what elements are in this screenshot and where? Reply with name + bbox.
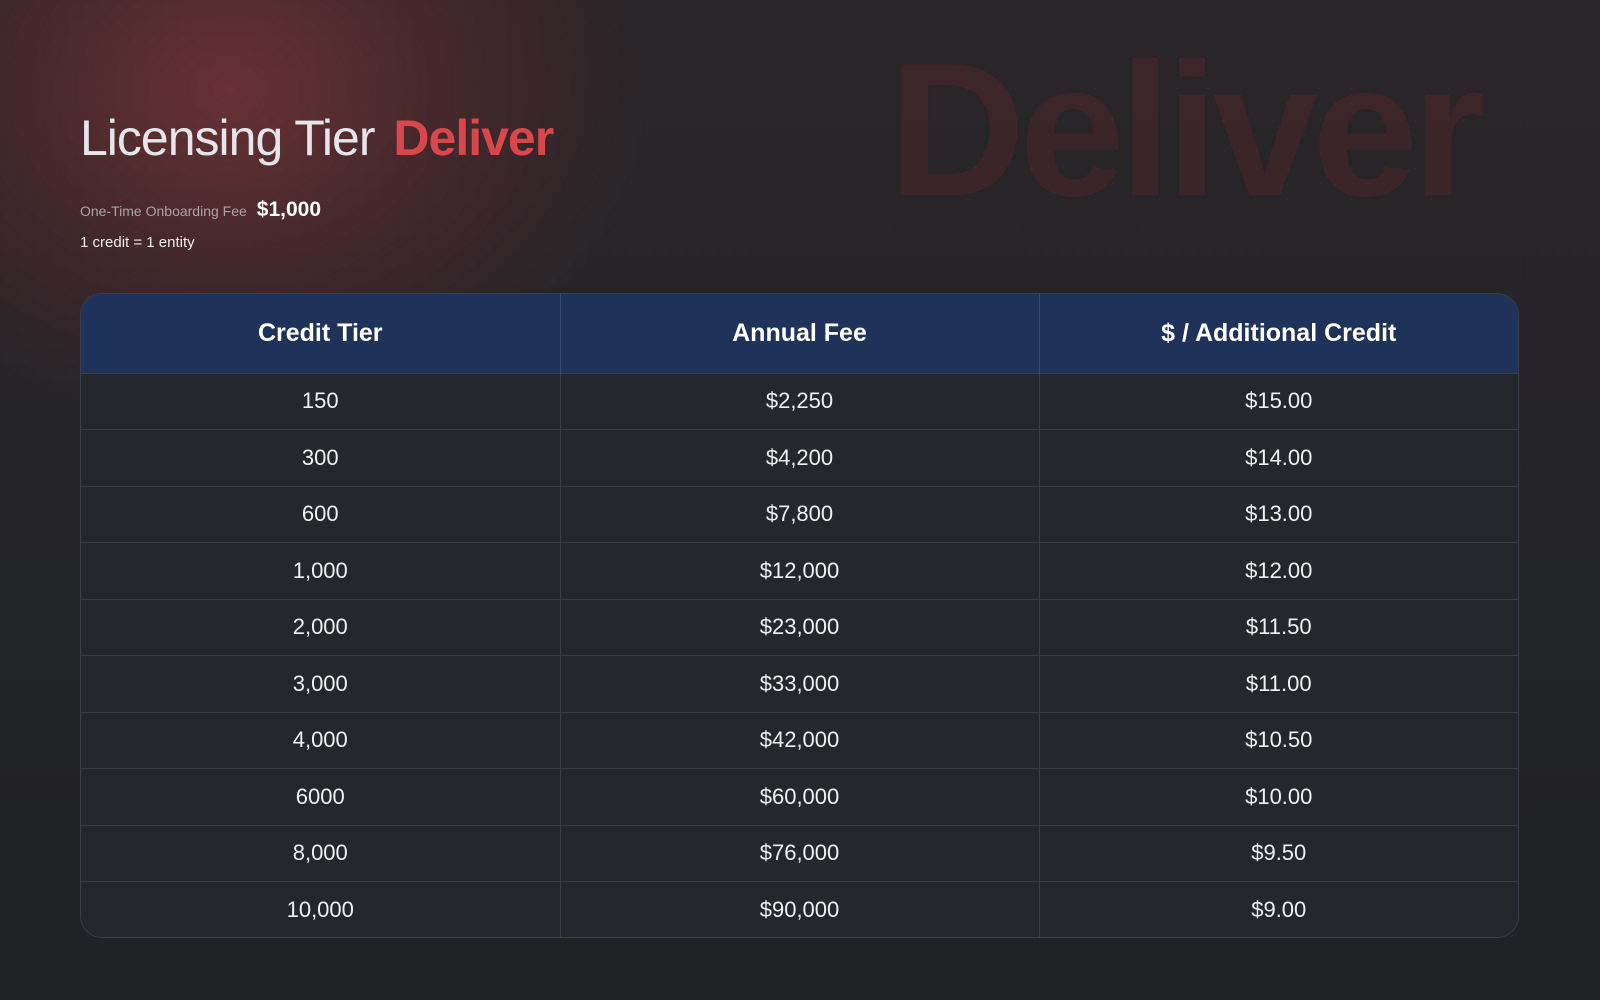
cell-additional-credit: $10.50 (1039, 711, 1518, 769)
column-header-annual-fee: Annual Fee (560, 294, 1040, 373)
cell-annual-fee: $76,000 (560, 824, 1040, 882)
table-row: 3,000 $33,000 $11.00 (81, 655, 1518, 712)
cell-annual-fee: $12,000 (560, 542, 1040, 599)
table-row: 600 $7,800 $13.00 (81, 485, 1518, 543)
cell-additional-credit: $9.50 (1039, 824, 1518, 882)
credit-note: 1 credit = 1 entity (80, 234, 195, 251)
cell-credit-tier: 10,000 (81, 881, 561, 937)
page-title: Licensing Tier Deliver (80, 108, 840, 168)
cell-credit-tier: 1,000 (81, 542, 561, 599)
cell-annual-fee: $4,200 (560, 429, 1040, 486)
cell-credit-tier: 6000 (81, 768, 561, 825)
cell-annual-fee: $2,250 (560, 372, 1040, 430)
column-header-credit-tier: Credit Tier (81, 294, 561, 373)
column-header-additional-credit: $ / Additional Credit (1039, 294, 1518, 373)
cell-credit-tier: 150 (81, 372, 561, 430)
onboarding-fee-line: One-Time Onboarding Fee $1,000 (80, 198, 840, 222)
table-row: 1,000 $12,000 $12.00 (81, 542, 1518, 599)
cell-credit-tier: 2,000 (81, 598, 561, 656)
pricing-table-container: Credit Tier Annual Fee $ / Additional Cr… (80, 293, 1519, 938)
cell-annual-fee: $42,000 (560, 711, 1040, 769)
cell-additional-credit: $11.00 (1039, 655, 1518, 712)
table-header: Credit Tier Annual Fee $ / Additional Cr… (81, 294, 1518, 373)
cell-additional-credit: $10.00 (1039, 768, 1518, 825)
cell-credit-tier: 600 (81, 485, 561, 543)
table-row: 300 $4,200 $14.00 (81, 429, 1518, 486)
title-prefix: Licensing Tier (80, 110, 375, 166)
table-row: 8,000 $76,000 $9.50 (81, 824, 1518, 882)
cell-additional-credit: $14.00 (1039, 429, 1518, 486)
table-header-row: Credit Tier Annual Fee $ / Additional Cr… (81, 294, 1518, 373)
cell-annual-fee: $23,000 (560, 598, 1040, 656)
cell-credit-tier: 3,000 (81, 655, 561, 712)
table-row: 150 $2,250 $15.00 (81, 372, 1518, 430)
cell-additional-credit: $11.50 (1039, 598, 1518, 656)
onboarding-fee-value: $1,000 (256, 198, 322, 221)
table-row: 4,000 $42,000 $10.50 (81, 711, 1518, 769)
watermark-text: Deliver (888, 30, 1486, 230)
cell-annual-fee: $60,000 (560, 768, 1040, 825)
table-row: 2,000 $23,000 $11.50 (81, 598, 1518, 656)
cell-annual-fee: $33,000 (560, 655, 1040, 712)
cell-annual-fee: $7,800 (560, 485, 1040, 543)
cell-additional-credit: $12.00 (1039, 542, 1518, 599)
cell-additional-credit: $15.00 (1039, 372, 1518, 430)
page-header: Licensing Tier Deliver One-Time Onboardi… (80, 108, 840, 251)
onboarding-fee-label: One-Time Onboarding Fee (80, 203, 247, 219)
table-row: 10,000 $90,000 $9.00 (81, 881, 1518, 937)
cell-annual-fee: $90,000 (560, 881, 1040, 937)
cell-additional-credit: $9.00 (1039, 881, 1518, 937)
table-row: 6000 $60,000 $10.00 (81, 768, 1518, 825)
cell-credit-tier: 300 (81, 429, 561, 486)
cell-additional-credit: $13.00 (1039, 485, 1518, 543)
table-body: 150 $2,250 $15.00 300 $4,200 $14.00 600 … (81, 372, 1518, 937)
pricing-table: Credit Tier Annual Fee $ / Additional Cr… (81, 294, 1518, 937)
title-accent: Deliver (393, 110, 554, 166)
cell-credit-tier: 4,000 (81, 711, 561, 769)
cell-credit-tier: 8,000 (81, 824, 561, 882)
